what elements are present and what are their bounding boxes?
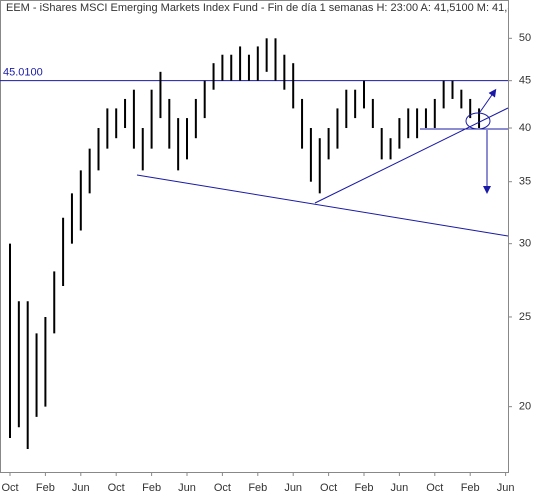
- reference-label: 45.0100: [3, 66, 43, 78]
- y-tick-label: 40: [519, 122, 531, 134]
- plot-frame: [0, 0, 509, 473]
- x-tick-label: Feb: [142, 482, 161, 494]
- x-tick-label: Oct: [1, 482, 18, 494]
- x-tick-label: Jun: [391, 482, 409, 494]
- x-tick-label: Oct: [426, 482, 443, 494]
- plot-area: [0, 38, 508, 450]
- x-tick-label: Jun: [284, 482, 302, 494]
- x-tick-label: Oct: [108, 482, 125, 494]
- arrow-up: [479, 88, 497, 113]
- x-tick-label: Feb: [461, 482, 480, 494]
- x-tick-label: Feb: [355, 482, 374, 494]
- x-tick-label: Oct: [214, 482, 231, 494]
- x-tick-label: Feb: [36, 482, 55, 494]
- x-tick-label: Jun: [72, 482, 90, 494]
- x-tick-label: Jun: [178, 482, 196, 494]
- y-tick-label: 45: [519, 75, 531, 87]
- chart-title: EEM - iShares MSCI Emerging Markets Inde…: [6, 2, 532, 14]
- x-tick-label: Jun: [497, 482, 515, 494]
- highlight-ellipse: [465, 112, 491, 130]
- drawing-tools: [136, 88, 509, 237]
- y-tick-label: 35: [519, 176, 531, 188]
- x-tick-label: Oct: [320, 482, 337, 494]
- y-tick-label: 50: [519, 32, 531, 44]
- y-tick-label: 30: [519, 238, 531, 250]
- x-tick-label: Feb: [248, 482, 267, 494]
- y-tick-label: 25: [519, 311, 531, 323]
- trend-line: [136, 174, 509, 237]
- y-tick-label: 20: [519, 401, 531, 413]
- trend-line: [314, 107, 509, 204]
